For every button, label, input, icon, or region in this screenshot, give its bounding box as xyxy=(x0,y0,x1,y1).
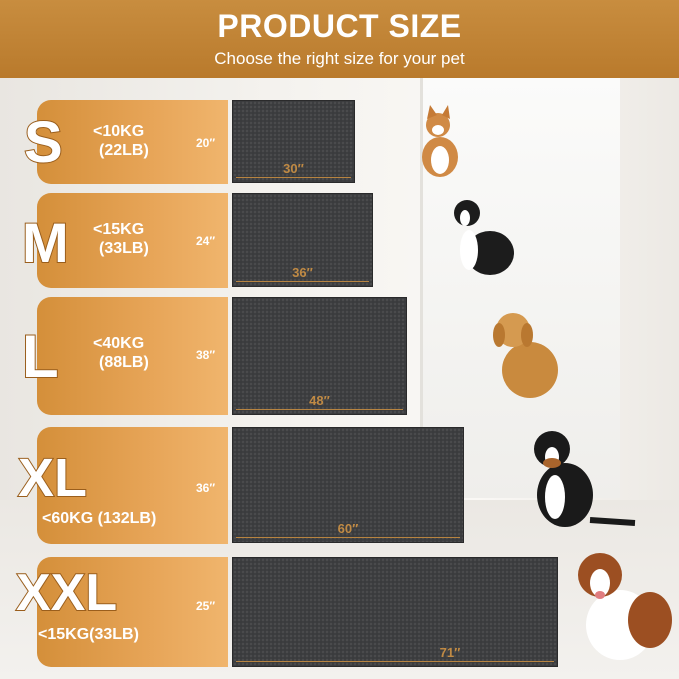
size-label: XL xyxy=(17,448,88,508)
corgi-image xyxy=(422,105,458,177)
bernese-mountain-dog-image xyxy=(534,431,636,527)
height-dimension: 36″ xyxy=(196,481,216,495)
saint-bernard-image xyxy=(578,553,672,660)
weight-lb: (88LB) xyxy=(99,354,149,371)
mat-m: 36″ xyxy=(232,193,373,287)
weight-label: <15KG (33LB) xyxy=(93,220,149,258)
width-dimension: 30″ xyxy=(283,161,304,176)
size-panel xyxy=(37,427,228,544)
size-label: XXL xyxy=(15,564,118,622)
size-label: M xyxy=(21,211,70,274)
header-banner: PRODUCT SIZE Choose the right size for y… xyxy=(0,0,679,78)
size-panel xyxy=(37,100,228,184)
weight-label: <60KG (132LB) xyxy=(42,510,157,527)
width-dimension: 60″ xyxy=(337,521,359,536)
weight-kg: <15KG xyxy=(93,221,145,238)
width-dimension: 48″ xyxy=(309,393,330,408)
weight-label: <40KG (88LB) xyxy=(93,334,149,372)
height-dimension: 20″ xyxy=(196,136,216,150)
mat-s: 30″ xyxy=(232,100,355,183)
width-line xyxy=(236,537,460,538)
height-dimension: 24″ xyxy=(196,234,216,248)
golden-retriever-image xyxy=(493,313,558,398)
width-line xyxy=(236,281,369,282)
width-line xyxy=(236,177,351,178)
size-panel xyxy=(37,297,228,415)
weight-label: <15KG(33LB) xyxy=(38,626,139,643)
size-label: L xyxy=(21,323,60,390)
weight-kg: <40KG xyxy=(93,335,145,352)
weight-label: <10KG (22LB) xyxy=(93,122,149,160)
size-panel xyxy=(37,557,228,667)
height-dimension: 25″ xyxy=(196,599,216,613)
page-subtitle: Choose the right size for your pet xyxy=(214,49,465,68)
width-dimension: 71″ xyxy=(439,645,461,660)
page-title: PRODUCT SIZE xyxy=(217,8,462,44)
weight-kg: <10KG xyxy=(93,123,145,140)
weight-lb: (22LB) xyxy=(99,142,149,159)
weight-lb: (33LB) xyxy=(99,240,149,257)
size-panel xyxy=(37,193,228,288)
mat-l: 48″ xyxy=(232,297,407,415)
border-collie-image xyxy=(454,200,514,275)
width-line xyxy=(236,409,403,410)
mat-xl: 60″ xyxy=(232,427,464,543)
width-dimension: 36″ xyxy=(292,265,313,280)
size-label: S xyxy=(23,110,64,175)
height-dimension: 38″ xyxy=(196,348,216,362)
width-line xyxy=(236,661,554,662)
mat-xxl: 71″ xyxy=(232,557,558,667)
